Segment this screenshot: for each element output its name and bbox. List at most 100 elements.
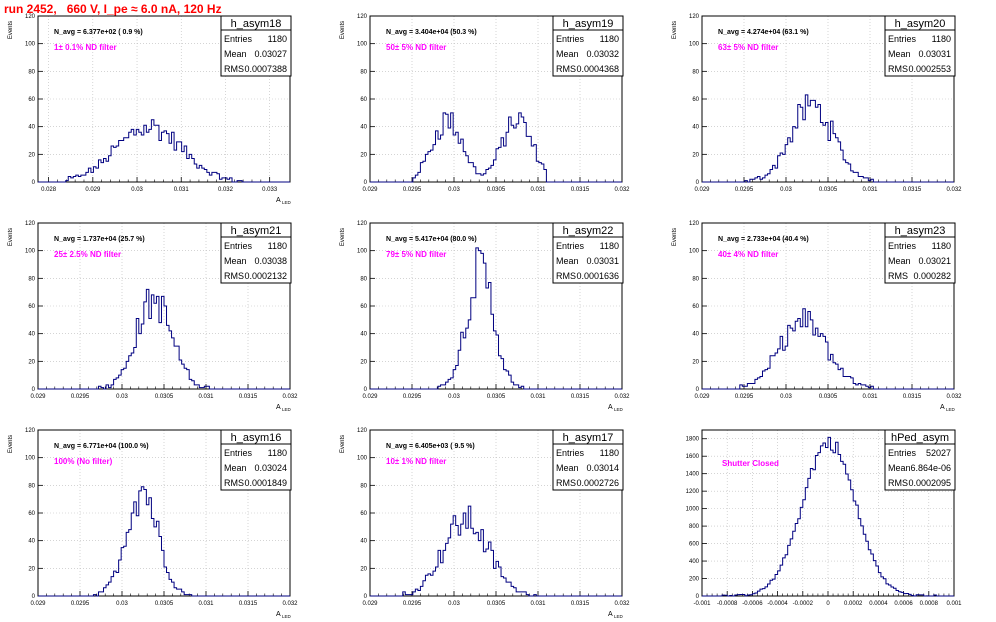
stat-label-mean: Mean (556, 49, 579, 59)
y-tick-label: 80 (360, 276, 367, 282)
x-tick-label: -0.001 (693, 601, 711, 607)
x-tick-label: 0.029 (694, 394, 710, 400)
stat-label-rms: RMS (888, 64, 908, 74)
histogram-name: h_asym23 (895, 225, 946, 237)
y-tick-label: 100 (689, 42, 700, 48)
stat-value-rms: 0.0004368 (576, 64, 619, 74)
histogram-name: hPed_asym (891, 432, 949, 444)
y-tick-label: 20 (360, 359, 367, 365)
navg-text: N_avg = 1.737e+04 (25.7 %) (54, 236, 145, 243)
x-tick-label: 0.031 (530, 187, 546, 193)
x-tick-label: 0.0295 (735, 187, 754, 193)
histogram-name: h_asym22 (563, 225, 614, 237)
x-tick-label: 0.032 (614, 601, 630, 607)
histogram-line (370, 505, 622, 597)
y-tick-label: 100 (357, 42, 368, 48)
panel-h_asym16: 0.029 0.0295 0.03 0.0305 0.031 0.0315 0.032 0 20… (8, 428, 298, 619)
stat-label-mean: Mean (224, 256, 247, 266)
x-tick-label: 0.03 (131, 187, 143, 193)
x-tick-label: 0.032 (282, 394, 298, 400)
y-tick-label: 40 (360, 332, 367, 338)
filter-note: 10± 1% ND filter (386, 457, 446, 466)
stats-box (884, 443, 956, 491)
x-tick-label: 0.033 (262, 187, 278, 193)
histogram-name: h_asym16 (231, 432, 282, 444)
stat-label-entries: Entries (556, 241, 585, 251)
x-axis-label: A (276, 404, 281, 411)
y-tick-label: 1600 (686, 454, 700, 460)
y-tick-label: 80 (692, 69, 699, 75)
y-tick-label: 0 (696, 594, 700, 600)
y-tick-label: 400 (689, 559, 700, 565)
y-tick-label: 80 (692, 276, 699, 282)
x-tick-label: 0.0305 (487, 187, 506, 193)
x-tick-label: 0.03 (780, 187, 792, 193)
histogram-line (38, 288, 290, 390)
stat-label-mean: Mean (224, 49, 247, 59)
x-axis-label: A (608, 611, 613, 618)
y-tick-label: 1000 (686, 507, 700, 513)
histogram-line (370, 247, 622, 390)
y-tick-label: 80 (360, 69, 367, 75)
y-tick-label: 60 (28, 304, 35, 310)
filter-note: 50± 5% ND filter (386, 43, 446, 52)
stat-label-mean: Mean (888, 256, 911, 266)
panel-h_asym23: 0.029 0.0295 0.03 0.0305 0.031 0.0315 0.032 0 20… (672, 221, 962, 412)
x-tick-label: 0.032 (946, 187, 962, 193)
y-tick-label: 0 (696, 180, 700, 186)
x-tick-label: 0.0295 (71, 394, 90, 400)
y-tick-label: 1200 (686, 489, 700, 495)
y-tick-label: 100 (357, 456, 368, 462)
y-axis-label: Events (340, 435, 346, 453)
y-tick-label: 0 (32, 387, 36, 393)
histogram-name: h_asym19 (563, 18, 614, 30)
filter-note: Shutter Closed (722, 459, 779, 468)
x-tick-label: 0.032 (614, 394, 630, 400)
y-tick-label: 0 (364, 594, 368, 600)
stat-label-entries: Entries (224, 448, 253, 458)
x-tick-label: -0.0002 (793, 601, 814, 607)
x-tick-label: 0.0006 (894, 601, 913, 607)
stat-label-entries: Entries (224, 241, 253, 251)
stats-box (552, 236, 624, 284)
x-tick-label: 0.0305 (819, 394, 838, 400)
stat-value-entries: 1180 (932, 241, 951, 251)
panel-h_asym20: 0.029 0.0295 0.03 0.0305 0.031 0.0315 0.032 0 20… (672, 14, 962, 193)
x-tick-label: 0.031 (862, 187, 878, 193)
x-tick-label: 0.0305 (487, 601, 506, 607)
x-tick-label: 0.0305 (155, 394, 174, 400)
y-tick-label: 800 (689, 524, 700, 530)
x-tick-label: 0.0295 (71, 601, 90, 607)
y-tick-label: 20 (28, 152, 35, 158)
y-axis-label: Events (340, 21, 346, 39)
x-tick-label: 0.029 (362, 601, 378, 607)
stat-value-mean: 0.03024 (254, 463, 287, 473)
stat-label-entries: Entries (888, 448, 917, 458)
y-tick-label: 100 (25, 249, 36, 255)
y-tick-label: 20 (360, 152, 367, 158)
histogram-line (370, 112, 622, 183)
x-tick-label: 0.0295 (403, 187, 422, 193)
stat-value-mean: 6.864e-06 (910, 463, 951, 473)
x-tick-label: 0.03 (116, 601, 128, 607)
y-tick-label: 1400 (686, 472, 700, 478)
y-tick-label: 120 (357, 14, 368, 20)
y-axis-label: Events (340, 228, 346, 246)
navg-text: N_avg = 3.404e+04 (50.3 %) (386, 29, 477, 36)
x-tick-label: 0.032 (946, 394, 962, 400)
y-tick-label: 600 (689, 542, 700, 548)
x-tick-label: 0.029 (362, 187, 378, 193)
stat-label-rms: RMS (224, 478, 244, 488)
y-tick-label: 0 (32, 180, 36, 186)
x-axis-label-sub: LED (614, 407, 624, 412)
y-tick-label: 200 (689, 577, 700, 583)
stat-label-rms: RMS (556, 271, 576, 281)
x-tick-label: -0.0008 (717, 601, 738, 607)
panel-h_asym19: 0.029 0.0295 0.03 0.0305 0.031 0.0315 0.032 0 20… (340, 14, 630, 193)
y-tick-label: 0 (364, 387, 368, 393)
y-tick-label: 40 (360, 125, 367, 131)
x-tick-label: 0.0315 (571, 394, 590, 400)
stat-label-mean: Mean (556, 256, 579, 266)
x-axis-label-sub: LED (614, 614, 624, 619)
